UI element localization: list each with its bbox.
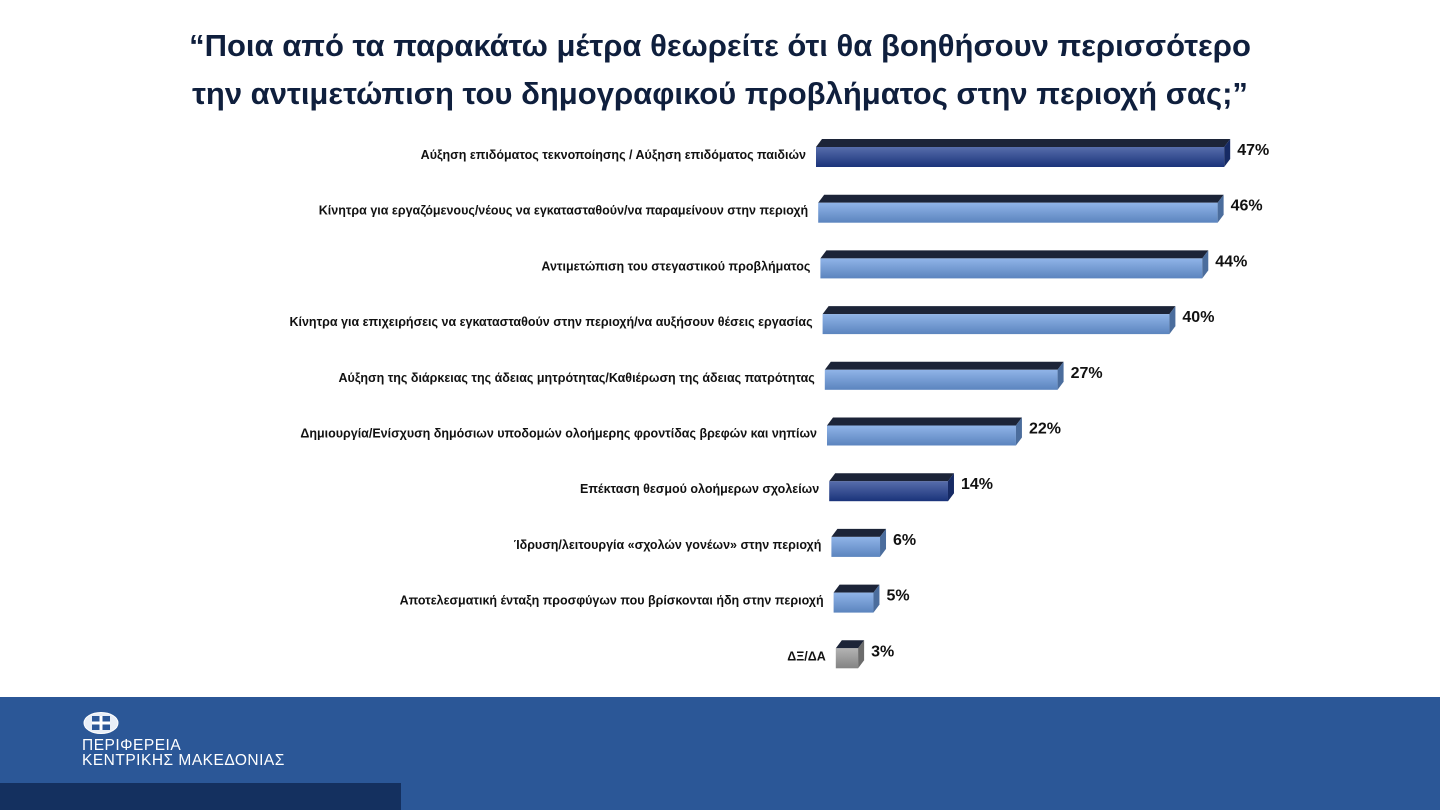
category-label: Αποτελεσματική ένταξη προσφύγων που βρίσ… <box>400 594 824 608</box>
bar-side-face <box>858 640 865 669</box>
category-label: Ίδρυση/λειτουργία «σχολών γονέων» στην π… <box>514 538 822 552</box>
category-label: Δημιουργία/Ενίσχυση δημόσιων υποδομών ολ… <box>300 427 817 441</box>
bar-side-face <box>1015 417 1022 446</box>
value-label: 47% <box>1237 142 1269 159</box>
category-label: Αύξηση της διάρκειας της άδειας μητρότητ… <box>339 371 815 385</box>
bar-top-face <box>835 640 865 649</box>
bar-top-face <box>824 361 1064 370</box>
bar <box>833 592 874 613</box>
category-label: Κίνητρα για εργαζόμενους/νέους να εγκατα… <box>319 204 808 218</box>
org-line-2: ΚΕΝΤΡΙΚΗΣ ΜΑΚΕΔΟΝΙΑΣ <box>82 752 285 769</box>
category-label: Κίνητρα για επιχειρήσεις να εγκατασταθού… <box>289 315 812 329</box>
bar-top-face <box>816 139 1231 147</box>
bar-side-face <box>1169 306 1176 335</box>
bar-top-face <box>827 417 1022 426</box>
bar-top-face <box>833 584 880 593</box>
bar-side-face <box>873 584 880 613</box>
value-label: 5% <box>886 588 909 605</box>
bar-top-face <box>831 528 887 537</box>
bar-top-face <box>820 250 1209 259</box>
value-label: 40% <box>1182 309 1214 326</box>
value-label: 22% <box>1029 421 1061 438</box>
bar-side-face <box>880 528 887 557</box>
bar-side-face <box>1224 139 1231 167</box>
bar-side-face <box>1217 194 1224 223</box>
bar <box>824 369 1058 390</box>
bar-top-face <box>822 306 1176 315</box>
bar-chart: Αύξηση επιδόματος τεκνοποίησης / Αύξηση … <box>289 139 1269 669</box>
org-line-1: ΠΕΡΙΦΕΡΕΙΑ <box>82 737 182 754</box>
bar <box>818 202 1218 223</box>
bar-side-face <box>947 473 954 502</box>
bar <box>827 425 1016 446</box>
value-label: 46% <box>1231 198 1263 215</box>
value-label: 44% <box>1215 253 1247 270</box>
bar-top-face <box>818 194 1224 203</box>
bar-top-face <box>829 473 954 482</box>
bar <box>822 314 1170 335</box>
bar <box>829 481 948 502</box>
value-label: 3% <box>871 643 894 660</box>
category-label: Επέκταση θεσμού ολοήμερων σχολείων <box>580 482 819 496</box>
value-label: 14% <box>961 476 993 493</box>
value-label: 27% <box>1071 365 1103 382</box>
category-label: ΔΞ/ΔΑ <box>787 649 826 663</box>
title-line-2: την αντιμετώπιση του δημογραφικού προβλή… <box>192 76 1248 111</box>
bar-side-face <box>1057 361 1064 390</box>
bar <box>835 648 859 669</box>
organization-name: ΠΕΡΙΦΕΡΕΙΑ ΚΕΝΤΡΙΚΗΣ ΜΑΚΕΔΟΝΙΑΣ <box>82 737 285 769</box>
chart-title: “Ποια από τα παρακάτω μέτρα θεωρείτε ότι… <box>0 22 1440 118</box>
category-label: Αντιμετώπιση του στεγαστικού προβλήματος <box>541 259 810 273</box>
bar <box>831 536 881 557</box>
title-line-1: “Ποια από τα παρακάτω μέτρα θεωρείτε ότι… <box>189 28 1251 63</box>
footer-strip <box>0 783 401 810</box>
category-label: Αύξηση επιδόματος τεκνοποίησης / Αύξηση … <box>421 148 806 162</box>
bar-side-face <box>1202 250 1209 279</box>
bar <box>816 147 1225 167</box>
value-label: 6% <box>893 532 916 549</box>
greek-emblem-icon <box>83 712 119 734</box>
bar <box>820 258 1203 279</box>
